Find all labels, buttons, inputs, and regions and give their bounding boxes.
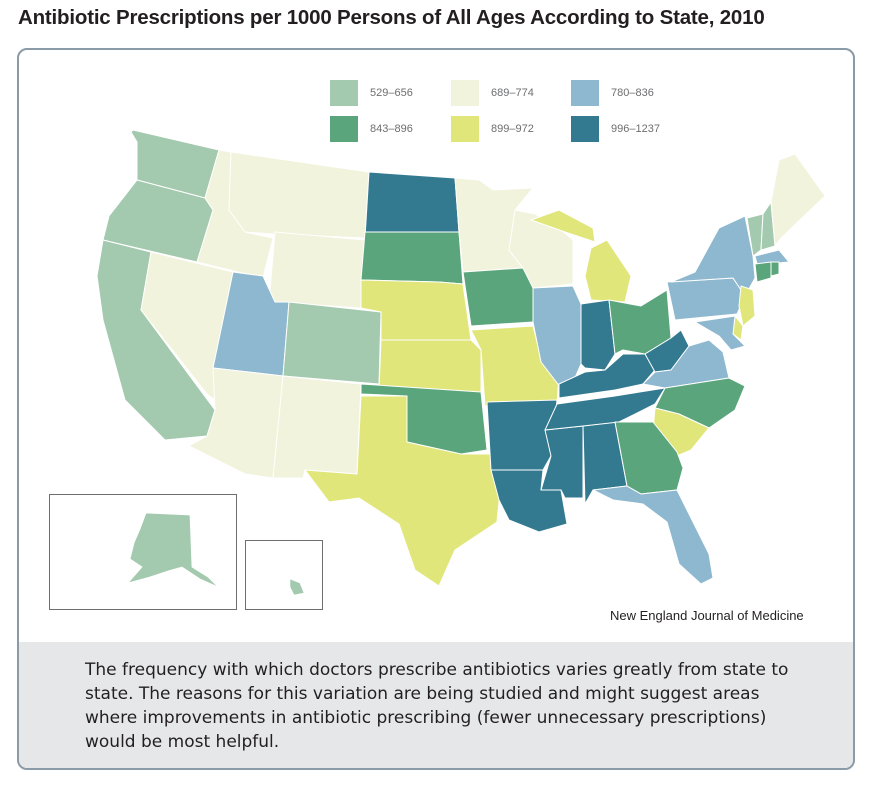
state-tx (304, 395, 502, 587)
legend-item: 899–972 (451, 116, 534, 142)
state-ia (462, 267, 534, 327)
legend-swatch (451, 116, 479, 142)
legend-item: 843–896 (330, 116, 413, 142)
state-hi (289, 578, 305, 596)
legend-swatch (571, 116, 599, 142)
state-nm (272, 375, 362, 479)
legend-label: 899–972 (491, 123, 534, 135)
legend-label: 780–836 (611, 87, 654, 99)
legend-label: 843–896 (370, 123, 413, 135)
state-tn (544, 387, 666, 431)
state-mi-lower (584, 239, 632, 303)
alaska-inset (49, 494, 237, 610)
state-la (490, 469, 568, 533)
legend-swatch (330, 80, 358, 106)
state-mi-upper (530, 209, 596, 243)
state-mt (228, 151, 370, 239)
legend-swatch (451, 80, 479, 106)
page-title: Antibiotic Prescriptions per 1000 Person… (18, 6, 765, 29)
state-ak (126, 512, 219, 588)
legend-label: 689–774 (491, 87, 534, 99)
legend-label: 996–1237 (611, 123, 660, 135)
hawaii-map (289, 578, 305, 596)
us-map (96, 129, 826, 587)
state-nj (738, 285, 756, 327)
state-ct (754, 261, 772, 283)
legend-item: 996–1237 (571, 116, 660, 142)
state-me (770, 153, 826, 247)
legend-swatch (571, 80, 599, 106)
alaska-map (126, 512, 219, 588)
state-mo (470, 325, 560, 407)
state-fl (592, 485, 714, 585)
state-wy (268, 231, 366, 309)
state-co (282, 301, 382, 385)
state-ri (770, 261, 780, 277)
legend-swatch (330, 116, 358, 142)
legend-label: 529–656 (370, 87, 413, 99)
state-ar (486, 399, 558, 471)
state-pa (666, 277, 746, 321)
state-nd (364, 171, 460, 239)
legend-item: 689–774 (451, 80, 534, 106)
state-sd (360, 231, 464, 285)
legend-item: 780–836 (571, 80, 654, 106)
hawaii-inset (245, 540, 323, 610)
legend: 529–656 843–896 689–774 899–972 780–836 … (330, 80, 730, 150)
state-md (694, 315, 746, 351)
map-figure: 529–656 843–896 689–774 899–972 780–836 … (17, 48, 855, 770)
state-ks (378, 339, 482, 397)
map-credit: New England Journal of Medicine (610, 608, 804, 623)
caption-panel: The frequency with which doctors prescri… (19, 642, 853, 768)
caption-text: The frequency with which doctors prescri… (85, 660, 789, 752)
legend-item: 529–656 (330, 80, 413, 106)
state-nv (140, 251, 234, 401)
